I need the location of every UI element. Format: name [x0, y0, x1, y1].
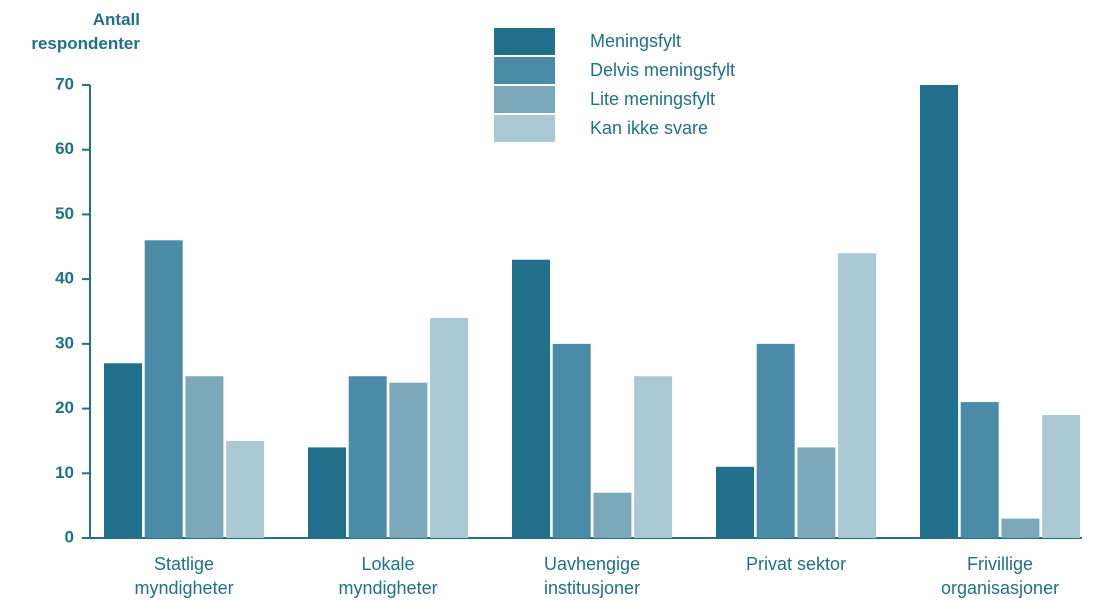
bar [430, 317, 469, 538]
x-tick-label: Privat sektor [746, 554, 847, 574]
bar [144, 240, 183, 539]
bar [348, 376, 387, 538]
y-tick-label: 20 [55, 398, 74, 417]
bar [308, 447, 346, 538]
x-tick-label: Uavhengige institusjoner [544, 554, 641, 598]
y-tick-label: 30 [55, 333, 74, 352]
legend-swatch [494, 86, 555, 113]
bar [756, 343, 795, 538]
legend-label: Delvis meningsfylt [590, 60, 735, 80]
bar [838, 253, 877, 538]
legend-label: Meningsfylt [590, 31, 681, 51]
bar [552, 343, 591, 538]
bar [593, 492, 632, 538]
legend-swatch [494, 57, 555, 84]
bar [1042, 415, 1081, 538]
bar [185, 376, 224, 538]
y-tick-label: 70 [55, 74, 74, 93]
y-tick-label: 50 [55, 204, 74, 223]
bar [797, 447, 836, 538]
legend-swatch [494, 115, 555, 142]
y-tick-label: 0 [65, 527, 74, 546]
legend-label: Lite meningsfylt [590, 89, 715, 109]
y-tick-label: 40 [55, 269, 74, 288]
x-tick-label: Statlige myndigheter [134, 554, 234, 598]
bar [1001, 518, 1040, 538]
x-tick-label: Frivillige organisasjoner [941, 554, 1060, 598]
bar [960, 402, 999, 538]
bar [716, 466, 754, 538]
legend-swatch [494, 28, 555, 55]
bar [226, 440, 265, 538]
legend-label: Kan ikke svare [590, 118, 708, 138]
bar [389, 382, 428, 538]
x-tick-label: Lokale myndigheter [338, 554, 438, 598]
y-tick-label: 60 [55, 139, 74, 158]
bar [920, 85, 958, 538]
bar [634, 376, 673, 538]
bar [104, 363, 142, 538]
bar [512, 259, 550, 538]
y-tick-label: 10 [55, 463, 74, 482]
y-axis-label: Antall respondenter [31, 10, 140, 53]
